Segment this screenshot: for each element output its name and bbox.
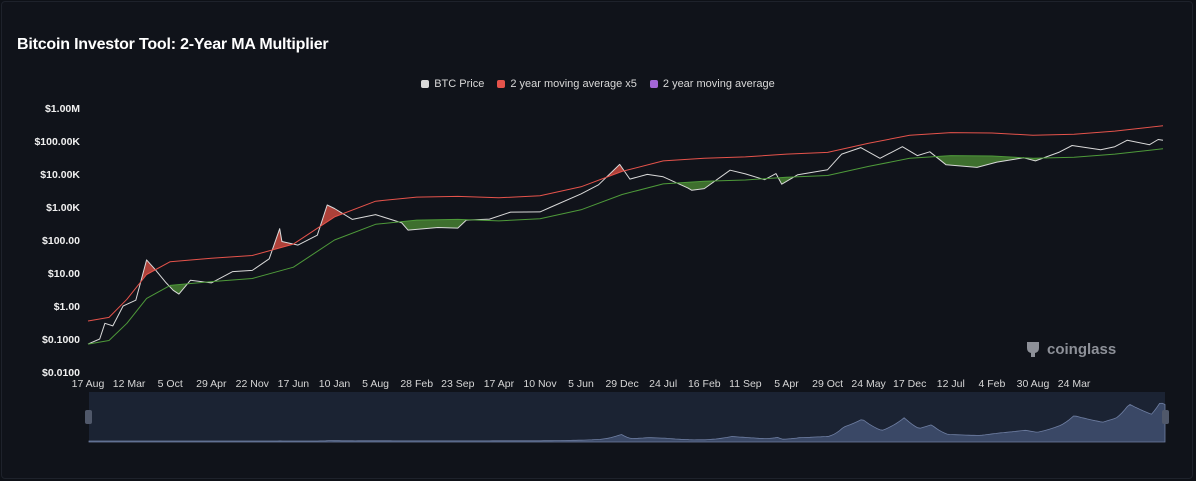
line-ma [87, 148, 1164, 345]
chart-fill-areas [140, 155, 1044, 294]
y-tick-label: $1.00M [45, 103, 80, 115]
x-tick-label: 29 Dec [605, 378, 638, 390]
x-tick-label: 28 Feb [400, 378, 433, 390]
legend-swatch-btc-price [421, 80, 430, 88]
x-tick-label: 24 Jul [649, 378, 677, 390]
line-ma-x5 [87, 125, 1164, 322]
legend-swatch-ma [649, 80, 658, 88]
navigator-left-handle[interactable] [85, 410, 92, 424]
y-tick-label: $1.00K [46, 202, 80, 214]
x-tick-label: 11 Sep [729, 378, 762, 390]
x-tick-label: 4 Feb [978, 378, 1005, 390]
line-btc-price [87, 139, 1164, 345]
x-tick-label: 22 Nov [236, 378, 270, 390]
x-tick-label: 12 Jul [937, 378, 965, 390]
y-tick-label: $10.00 [48, 268, 80, 280]
watermark-text: coinglass [1047, 340, 1117, 358]
chart-series-lines [87, 125, 1164, 345]
coinglass-watermark: coinglass [1023, 339, 1116, 359]
x-tick-label: 5 Apr [774, 378, 799, 390]
x-axis: 17 Aug 12 Mar 5 Oct 29 Apr 22 Nov 17 Jun 10 Ja… [72, 378, 1091, 390]
x-tick-label: 5 Aug [362, 378, 389, 390]
x-tick-label: 5 Jun [568, 378, 594, 390]
y-tick-label: $100.00 [42, 235, 80, 247]
navigator-background [89, 392, 1165, 442]
x-tick-label: 17 Aug [72, 378, 105, 390]
fill-below-ma [167, 155, 1044, 294]
x-tick-label: 17 Dec [893, 378, 926, 390]
x-tick-label: 17 Jun [278, 378, 310, 390]
x-tick-label: 24 Mar [1058, 378, 1091, 390]
y-tick-label: $100.00K [34, 136, 80, 148]
x-tick-label: 16 Feb [688, 378, 721, 390]
x-tick-label: 17 Apr [484, 378, 515, 390]
x-tick-label: 24 May [851, 378, 886, 390]
legend-swatch-ma-x5 [497, 80, 506, 88]
chart-title: Bitcoin Investor Tool: 2-Year MA Multipl… [17, 36, 329, 53]
legend-item-btc-price[interactable]: BTC Price [421, 78, 484, 90]
x-tick-label: 5 Oct [158, 378, 183, 390]
y-axis: $0.0100 $0.1000 $1.00 $10.00 $100.00 $1.00K $1… [34, 103, 80, 379]
y-tick-label: $0.0100 [42, 367, 80, 379]
navigator[interactable] [85, 392, 1169, 443]
navigator-price-area [88, 402, 1166, 443]
navigator-right-handle[interactable] [1162, 410, 1169, 424]
x-tick-label: 23 Sep [441, 378, 474, 390]
x-tick-label: 12 Mar [113, 378, 146, 390]
x-tick-label: 29 Apr [196, 378, 227, 390]
legend-item-ma-x5[interactable]: 2 year moving average x5 [497, 78, 637, 90]
legend-item-ma[interactable]: 2 year moving average [649, 78, 775, 90]
coinglass-logo-icon [1027, 342, 1039, 357]
legend-label-ma-x5: 2 year moving average x5 [510, 78, 637, 90]
x-tick-label: 30 Aug [1017, 378, 1050, 390]
x-tick-label: 29 Oct [812, 378, 843, 390]
x-tick-label: 10 Nov [523, 378, 557, 390]
y-tick-label: $0.1000 [42, 334, 80, 346]
y-tick-label: $1.00 [54, 301, 80, 313]
y-tick-label: $10.00K [40, 169, 80, 181]
x-tick-label: 10 Jan [319, 378, 351, 390]
chart-legend: BTC Price 2 year moving average x5 2 yea… [0, 78, 1196, 90]
legend-label-ma: 2 year moving average [662, 78, 775, 90]
legend-label-btc-price: BTC Price [434, 78, 485, 90]
